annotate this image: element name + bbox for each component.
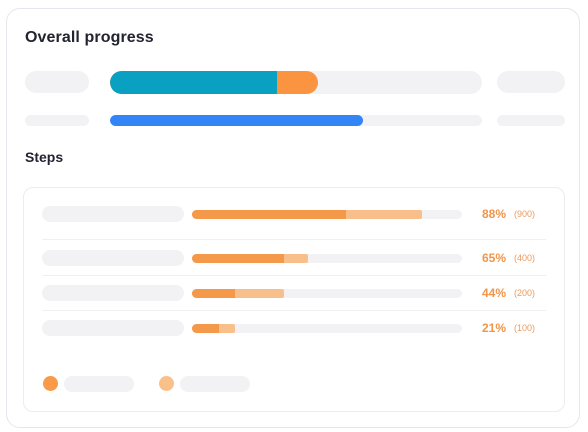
step-label-placeholder xyxy=(42,206,184,222)
step-progress-bar xyxy=(192,254,462,263)
card-title: Overall progress xyxy=(25,29,154,46)
step-count: (400) xyxy=(514,253,536,263)
legend-dot-primary xyxy=(43,376,58,391)
secondary-progress-bar xyxy=(110,115,482,126)
step-progress-bar xyxy=(192,210,462,219)
step-progress-primary xyxy=(192,254,284,263)
primary-progress-bar xyxy=(110,71,482,94)
step-percent: 44% xyxy=(481,286,506,300)
step-count: (100) xyxy=(514,323,536,333)
step-percent: 65% xyxy=(481,251,506,265)
step-progress-secondary xyxy=(192,289,284,298)
row-divider xyxy=(42,239,546,240)
primary-progress-segment-teal xyxy=(110,71,278,94)
steps-panel: 88% (900) 65% (400) 44% (200) 21% (100) xyxy=(23,187,565,412)
legend-dot-secondary xyxy=(159,376,174,391)
step-percent: 88% xyxy=(481,207,506,221)
step-row: 21% (100) xyxy=(24,320,564,340)
step-progress-bar xyxy=(192,324,462,333)
row-divider xyxy=(42,310,546,311)
step-label-placeholder xyxy=(42,320,184,336)
step-label-placeholder xyxy=(42,250,184,266)
step-progress-primary xyxy=(192,324,219,333)
step-count: (200) xyxy=(514,288,536,298)
legend-label-placeholder xyxy=(64,376,134,392)
steps-title: Steps xyxy=(25,149,64,165)
overall-progress-card: Overall progress Steps 88% (900) 65% (40… xyxy=(6,8,580,428)
row-divider xyxy=(42,275,546,276)
step-progress-primary xyxy=(192,289,236,298)
secondary-progress-fill xyxy=(110,115,363,126)
secondary-value-placeholder xyxy=(497,115,565,126)
step-row: 88% (900) xyxy=(24,206,564,226)
step-progress-bar xyxy=(192,289,462,298)
step-row: 65% (400) xyxy=(24,250,564,270)
legend-label-placeholder xyxy=(180,376,250,392)
step-percent: 21% xyxy=(481,321,506,335)
primary-value-placeholder xyxy=(497,71,565,93)
step-label-placeholder xyxy=(42,285,184,301)
step-row: 44% (200) xyxy=(24,285,564,305)
step-count: (900) xyxy=(514,209,536,219)
secondary-label-placeholder xyxy=(25,115,89,126)
primary-label-placeholder xyxy=(25,71,89,93)
step-progress-primary xyxy=(192,210,346,219)
